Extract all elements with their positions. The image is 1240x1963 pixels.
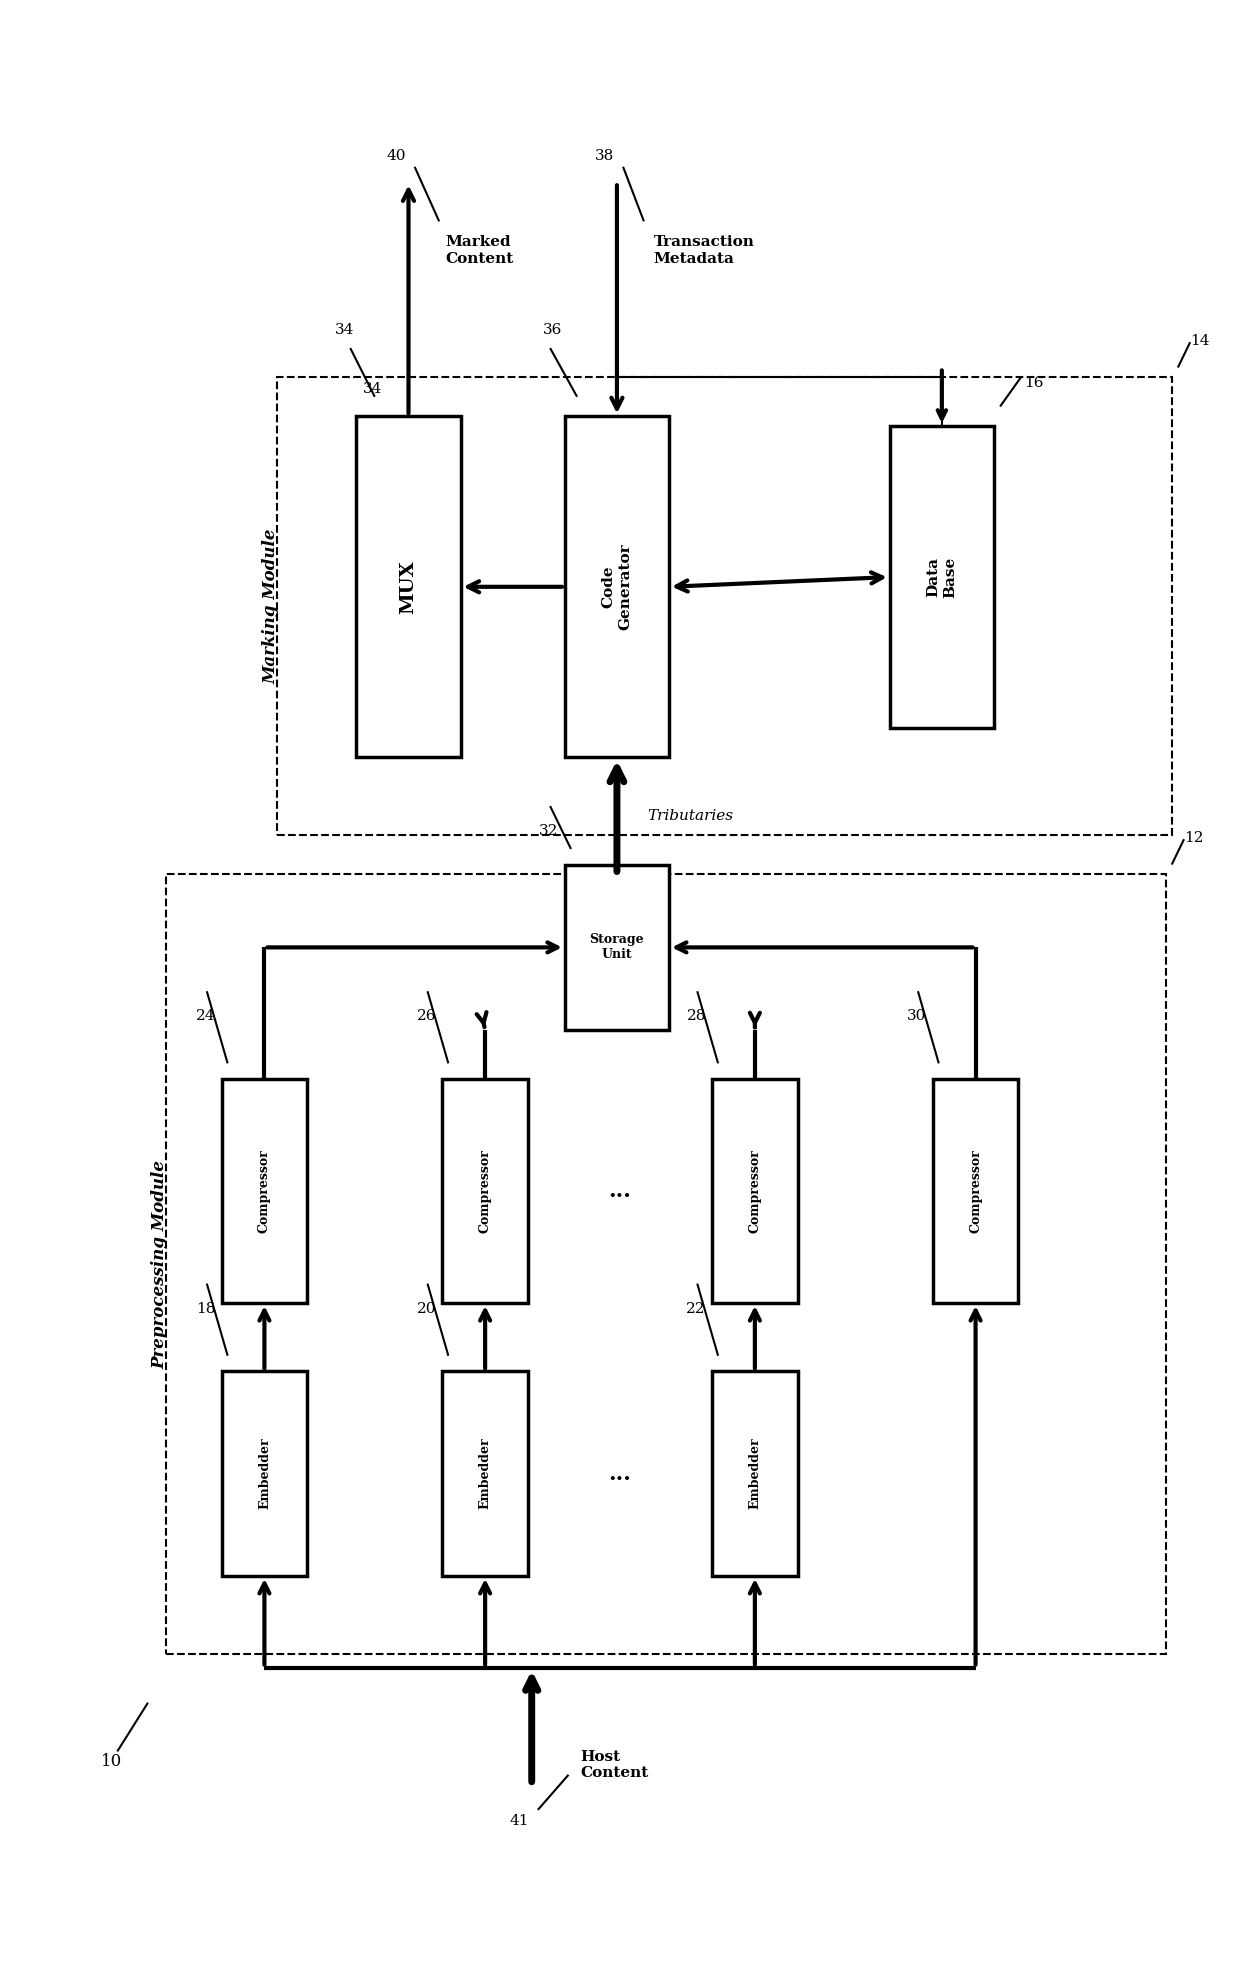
- Text: Marking Module: Marking Module: [262, 528, 279, 683]
- Text: Transaction
Metadata: Transaction Metadata: [653, 236, 755, 265]
- Text: Compressor: Compressor: [479, 1148, 491, 1233]
- Text: Compressor: Compressor: [258, 1148, 270, 1233]
- Text: ...: ...: [609, 1462, 631, 1484]
- Text: Embedder: Embedder: [479, 1437, 491, 1510]
- Text: Marked
Content: Marked Content: [445, 236, 513, 265]
- Text: Embedder: Embedder: [749, 1437, 761, 1510]
- Text: 34: 34: [362, 383, 382, 397]
- FancyBboxPatch shape: [443, 1372, 528, 1576]
- Text: Compressor: Compressor: [749, 1148, 761, 1233]
- FancyBboxPatch shape: [565, 416, 670, 758]
- Text: 30: 30: [908, 1009, 926, 1023]
- Text: Preprocessing Module: Preprocessing Module: [151, 1160, 169, 1368]
- Text: 36: 36: [543, 324, 562, 338]
- Text: 14: 14: [1190, 334, 1210, 347]
- Text: 24: 24: [196, 1009, 216, 1023]
- Text: Code
Generator: Code Generator: [601, 544, 632, 630]
- Text: 32: 32: [539, 824, 559, 838]
- Text: 28: 28: [687, 1009, 706, 1023]
- Text: 22: 22: [686, 1301, 706, 1315]
- Text: Host
Content: Host Content: [580, 1749, 649, 1780]
- Text: Tributaries: Tributaries: [647, 809, 734, 822]
- Text: Data
Base: Data Base: [926, 556, 957, 597]
- Text: Compressor: Compressor: [970, 1148, 982, 1233]
- Text: 20: 20: [417, 1301, 436, 1315]
- FancyBboxPatch shape: [222, 1372, 308, 1576]
- Text: ...: ...: [609, 1180, 631, 1201]
- Text: 41: 41: [510, 1814, 529, 1828]
- Text: 26: 26: [417, 1009, 436, 1023]
- FancyBboxPatch shape: [565, 864, 670, 1031]
- FancyBboxPatch shape: [712, 1080, 797, 1303]
- Text: MUX: MUX: [399, 559, 418, 614]
- FancyBboxPatch shape: [443, 1080, 528, 1303]
- FancyBboxPatch shape: [712, 1372, 797, 1576]
- FancyBboxPatch shape: [356, 416, 460, 758]
- Text: 12: 12: [1184, 830, 1204, 844]
- Text: 10: 10: [100, 1753, 122, 1769]
- FancyBboxPatch shape: [932, 1080, 1018, 1303]
- Text: 34: 34: [335, 324, 353, 338]
- Text: Embedder: Embedder: [258, 1437, 270, 1510]
- Text: 38: 38: [595, 149, 614, 163]
- Text: Storage
Unit: Storage Unit: [590, 932, 645, 962]
- FancyBboxPatch shape: [890, 426, 994, 728]
- Text: 18: 18: [196, 1301, 216, 1315]
- Text: 40: 40: [387, 149, 405, 163]
- Text: 16: 16: [1024, 377, 1044, 391]
- FancyBboxPatch shape: [222, 1080, 308, 1303]
